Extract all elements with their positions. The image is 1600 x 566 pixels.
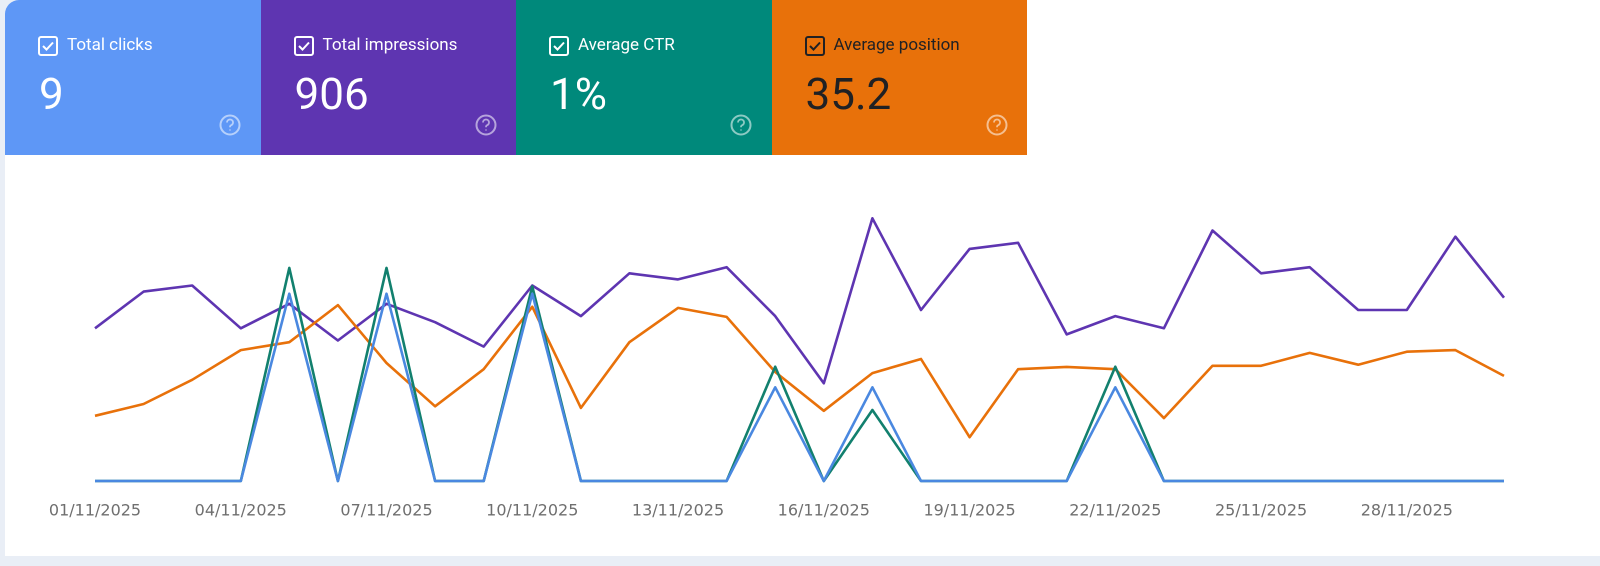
x-tick-label: 07/11/2025 — [340, 501, 432, 520]
metric-value: 9 — [39, 68, 64, 120]
performance-panel: Total clicks 9 Total impressions 906 Average… — [5, 0, 1600, 556]
checkbox-icon — [293, 36, 314, 56]
x-tick-label: 01/11/2025 — [49, 501, 141, 520]
chart: 01/11/2025 04/11/2025 07/11/2025 10/11/2025… — [49, 217, 1506, 520]
metric-label: Average position — [833, 35, 960, 55]
series-line — [95, 292, 1504, 483]
help-icon[interactable] — [474, 113, 498, 137]
metric-label: Total clicks — [67, 35, 153, 55]
metric-card[interactable]: Total clicks 9 — [5, 0, 261, 155]
help-icon[interactable] — [729, 113, 753, 137]
x-tick-label: 22/11/2025 — [1069, 501, 1161, 520]
metric-value: 1% — [550, 68, 607, 120]
series-line — [94, 303, 1505, 439]
help-circle — [219, 114, 241, 136]
checkbox-box — [38, 36, 58, 56]
x-tick-label: 19/11/2025 — [923, 501, 1015, 520]
checkbox-box — [549, 36, 569, 56]
help-mark — [226, 118, 234, 131]
checkbox-icon — [549, 36, 569, 56]
x-tick-label: 25/11/2025 — [1215, 501, 1307, 520]
help-circle — [730, 114, 752, 136]
help-mark — [481, 118, 490, 131]
help-circle — [986, 114, 1007, 136]
help-icon[interactable] — [985, 113, 1009, 137]
x-tick-label: 10/11/2025 — [486, 501, 578, 520]
series-line — [94, 217, 1506, 385]
checkbox-check — [808, 41, 821, 51]
help-mark — [992, 118, 1001, 131]
metric-card[interactable]: Average position 35.2 — [771, 0, 1027, 155]
metric-label: Total impressions — [322, 35, 458, 55]
checkbox-box — [293, 36, 314, 56]
checkbox-check — [297, 41, 310, 51]
metric-card[interactable]: Total impressions 906 — [260, 0, 516, 155]
metric-value: 35.2 — [805, 68, 892, 120]
checkbox-icon — [38, 36, 58, 56]
x-tick-label: 04/11/2025 — [195, 501, 287, 520]
x-tick-label: 13/11/2025 — [632, 501, 724, 520]
checkbox-icon — [804, 36, 825, 56]
checkbox-check — [42, 41, 54, 51]
checkbox-check — [553, 41, 565, 51]
metric-label: Average CTR — [578, 35, 675, 55]
metric-cards: Total clicks 9 Total impressions 906 Average… — [5, 0, 1027, 155]
x-tick-label: 28/11/2025 — [1361, 501, 1453, 520]
help-mark — [737, 118, 745, 131]
metric-value: 906 — [294, 68, 369, 120]
checkbox-box — [804, 36, 825, 56]
help-icon[interactable] — [218, 113, 242, 137]
metric-card[interactable]: Average CTR 1% — [516, 0, 772, 155]
series-line — [95, 266, 1504, 483]
x-tick-label: 16/11/2025 — [778, 501, 870, 520]
help-circle — [475, 114, 496, 136]
